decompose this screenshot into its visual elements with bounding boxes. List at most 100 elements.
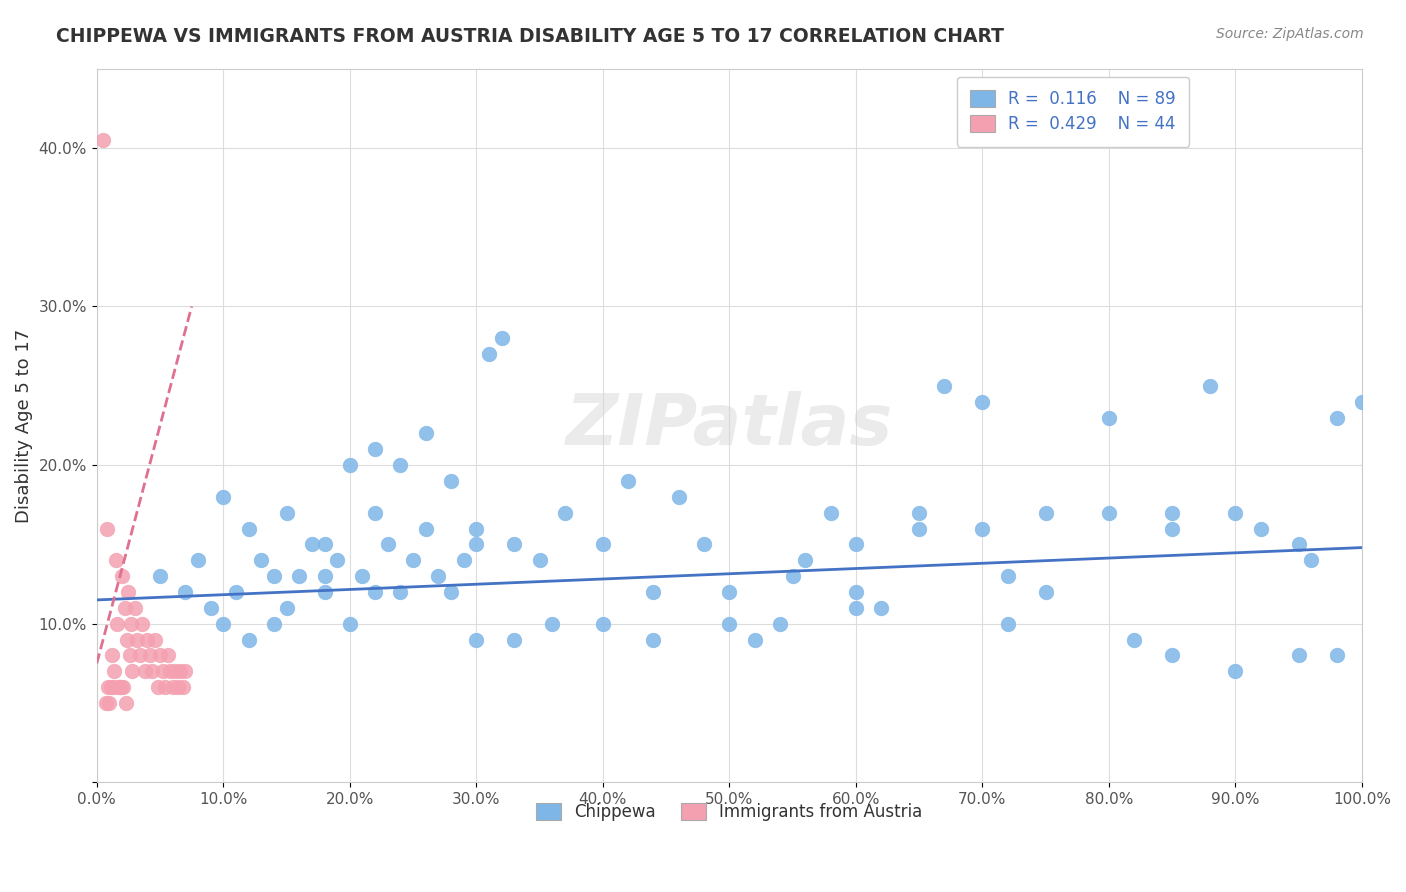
Point	[136, 632, 159, 647]
Point	[103, 665, 125, 679]
Point	[364, 585, 387, 599]
Point	[124, 600, 146, 615]
Point	[1199, 378, 1222, 392]
Point	[225, 585, 247, 599]
Point	[339, 616, 361, 631]
Point	[415, 426, 437, 441]
Point	[617, 474, 640, 488]
Point	[143, 632, 166, 647]
Legend: Chippewa, Immigrants from Austria: Chippewa, Immigrants from Austria	[523, 789, 936, 835]
Point	[153, 680, 176, 694]
Point	[997, 616, 1019, 631]
Point	[389, 458, 412, 472]
Point	[156, 648, 179, 663]
Point	[352, 569, 374, 583]
Point	[187, 553, 209, 567]
Point	[112, 680, 135, 694]
Point	[529, 553, 551, 567]
Point	[115, 696, 138, 710]
Point	[117, 585, 139, 599]
Point	[377, 537, 399, 551]
Text: CHIPPEWA VS IMMIGRANTS FROM AUSTRIA DISABILITY AGE 5 TO 17 CORRELATION CHART: CHIPPEWA VS IMMIGRANTS FROM AUSTRIA DISA…	[56, 27, 1004, 45]
Point	[174, 665, 197, 679]
Point	[162, 680, 184, 694]
Point	[314, 585, 336, 599]
Point	[111, 569, 134, 583]
Point	[718, 616, 741, 631]
Point	[845, 600, 868, 615]
Point	[149, 569, 172, 583]
Point	[110, 680, 132, 694]
Point	[364, 506, 387, 520]
Point	[643, 585, 665, 599]
Point	[212, 490, 235, 504]
Point	[415, 522, 437, 536]
Point	[1161, 648, 1184, 663]
Point	[870, 600, 893, 615]
Point	[1098, 410, 1121, 425]
Point	[326, 553, 349, 567]
Point	[592, 616, 614, 631]
Point	[314, 569, 336, 583]
Point	[465, 522, 488, 536]
Point	[478, 347, 501, 361]
Point	[165, 665, 187, 679]
Point	[718, 585, 741, 599]
Point	[440, 585, 463, 599]
Point	[845, 585, 868, 599]
Point	[276, 506, 298, 520]
Point	[103, 680, 125, 694]
Point	[128, 648, 150, 663]
Point	[465, 537, 488, 551]
Point	[1035, 585, 1057, 599]
Point	[1161, 506, 1184, 520]
Point	[107, 680, 129, 694]
Point	[263, 616, 285, 631]
Point	[169, 665, 191, 679]
Text: ZIPatlas: ZIPatlas	[565, 391, 893, 460]
Point	[364, 442, 387, 457]
Point	[503, 632, 526, 647]
Point	[769, 616, 792, 631]
Point	[1288, 648, 1310, 663]
Point	[127, 632, 149, 647]
Point	[276, 600, 298, 615]
Point	[934, 378, 956, 392]
Point	[250, 553, 273, 567]
Point	[1035, 506, 1057, 520]
Point	[453, 553, 475, 567]
Point	[440, 474, 463, 488]
Point	[104, 553, 127, 567]
Point	[118, 648, 141, 663]
Point	[1301, 553, 1323, 567]
Point	[172, 680, 194, 694]
Point	[120, 616, 142, 631]
Point	[115, 632, 138, 647]
Point	[101, 648, 124, 663]
Point	[212, 616, 235, 631]
Point	[174, 585, 197, 599]
Point	[149, 648, 172, 663]
Point	[121, 665, 143, 679]
Point	[389, 585, 412, 599]
Point	[402, 553, 425, 567]
Point	[108, 680, 131, 694]
Point	[141, 665, 163, 679]
Point	[200, 600, 222, 615]
Point	[301, 537, 323, 551]
Point	[794, 553, 817, 567]
Point	[114, 600, 136, 615]
Point	[166, 680, 188, 694]
Point	[668, 490, 690, 504]
Point	[554, 506, 576, 520]
Point	[100, 680, 122, 694]
Point	[131, 616, 153, 631]
Point	[1288, 537, 1310, 551]
Point	[465, 632, 488, 647]
Point	[592, 537, 614, 551]
Point	[97, 680, 120, 694]
Point	[139, 648, 162, 663]
Point	[1326, 410, 1348, 425]
Point	[152, 665, 174, 679]
Point	[782, 569, 804, 583]
